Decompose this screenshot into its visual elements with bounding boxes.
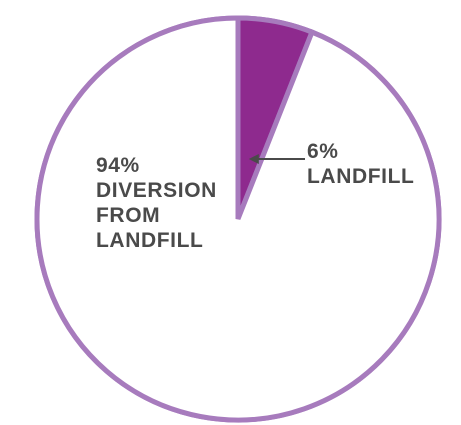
label-line-diversion-word1: DIVERSION (96, 179, 217, 202)
landfill-leader-arrowhead (248, 154, 259, 164)
label-line-diversion-word3: LANDFILL (96, 229, 203, 252)
label-line-diversion-pct: 94% (96, 154, 140, 177)
label-line-landfill-word: LANDFILL (307, 165, 414, 188)
slice-label-landfill: 6% LANDFILL (307, 140, 414, 188)
label-line-landfill-pct: 6% (307, 140, 339, 163)
label-line-diversion-word2: FROM (96, 204, 160, 227)
slice-label-diversion: 94% DIVERSION FROM LANDFILL (96, 154, 223, 252)
pie-slice-0 (34, 15, 442, 423)
pie-slices (34, 15, 442, 423)
